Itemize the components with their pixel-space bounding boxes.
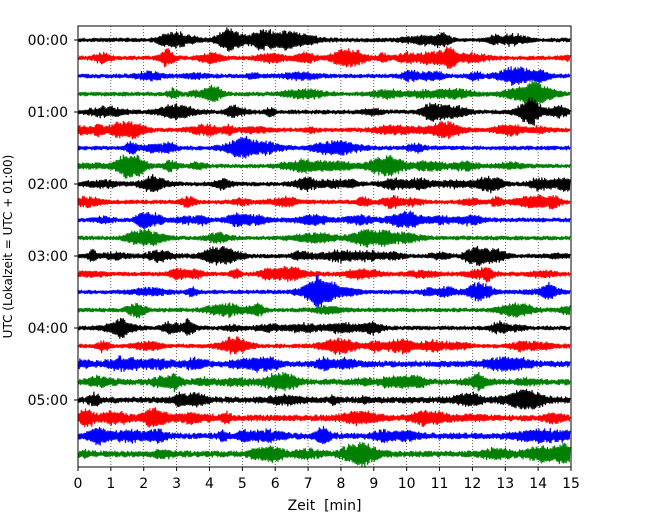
seismogram-trace-3 [77, 66, 571, 86]
seismogram-trace-16 [77, 302, 571, 319]
x-tick-label-9: 9 [369, 476, 378, 492]
seismogram-trace-12 [77, 228, 571, 248]
x-axis-label: Zeit [min] [288, 498, 362, 514]
plot-frame [77, 25, 572, 468]
x-tick-label-13: 13 [496, 476, 514, 492]
y-axis-label: UTC (Lokalzeit = UTC + 01:00) [1, 155, 15, 339]
x-tick-label-8: 8 [336, 476, 345, 492]
y-tick-label-04:00: 04:00 [28, 321, 68, 337]
x-tick-label-6: 6 [271, 476, 280, 492]
seismogram-trace-14 [77, 265, 571, 283]
x-tick-label-0: 0 [74, 476, 83, 492]
seismogram-trace-5 [77, 97, 571, 126]
y-tick-label-02:00: 02:00 [28, 177, 68, 193]
seismogram-trace-22 [77, 407, 571, 428]
x-axis-ticks: 0 1 2 3 4 5 6 7 8 9 10 11 12 13 14 15 [74, 467, 580, 492]
seismogram-trace-13 [77, 245, 571, 267]
seismogram-trace-6 [77, 120, 571, 140]
y-tick-label-00:00: 00:00 [28, 33, 68, 49]
x-tick-label-11: 11 [431, 476, 449, 492]
seismogram-trace-10 [77, 194, 571, 210]
seismogram-trace-1 [77, 27, 571, 52]
seismogram-trace-23 [77, 426, 571, 446]
y-tick-label-01:00: 01:00 [28, 105, 68, 121]
seismogram-trace-17 [77, 317, 571, 339]
seismogram-trace-24 [77, 441, 571, 467]
seismogram-trace-8 [77, 154, 571, 179]
x-tick-label-5: 5 [238, 476, 247, 492]
y-tick-label-03:00: 03:00 [28, 249, 68, 265]
seismogram-trace-7 [77, 135, 571, 159]
seismogram-trace-11 [77, 210, 571, 230]
seismogram-traces [77, 27, 571, 467]
seismogram-trace-18 [77, 336, 571, 355]
x-tick-label-1: 1 [106, 476, 115, 492]
seismogram-trace-20 [77, 371, 571, 393]
x-tick-label-10: 10 [398, 476, 416, 492]
y-axis-ticks: 00:00 01:00 02:00 03:00 04:00 05:00 [28, 33, 78, 409]
seismogram-trace-21 [77, 388, 571, 410]
x-tick-label-14: 14 [529, 476, 547, 492]
x-tick-label-3: 3 [172, 476, 181, 492]
seismogram-trace-4 [77, 80, 571, 108]
seismogram-trace-19 [77, 355, 571, 373]
x-tick-label-15: 15 [562, 476, 580, 492]
seismogram-trace-9 [77, 173, 571, 194]
seismogram-trace-2 [77, 46, 571, 69]
seismogram-trace-15 [77, 274, 571, 308]
x-tick-label-7: 7 [304, 476, 313, 492]
x-tick-label-2: 2 [139, 476, 148, 492]
y-tick-label-05:00: 05:00 [28, 393, 68, 409]
x-tick-label-4: 4 [205, 476, 214, 492]
x-tick-label-12: 12 [463, 476, 481, 492]
